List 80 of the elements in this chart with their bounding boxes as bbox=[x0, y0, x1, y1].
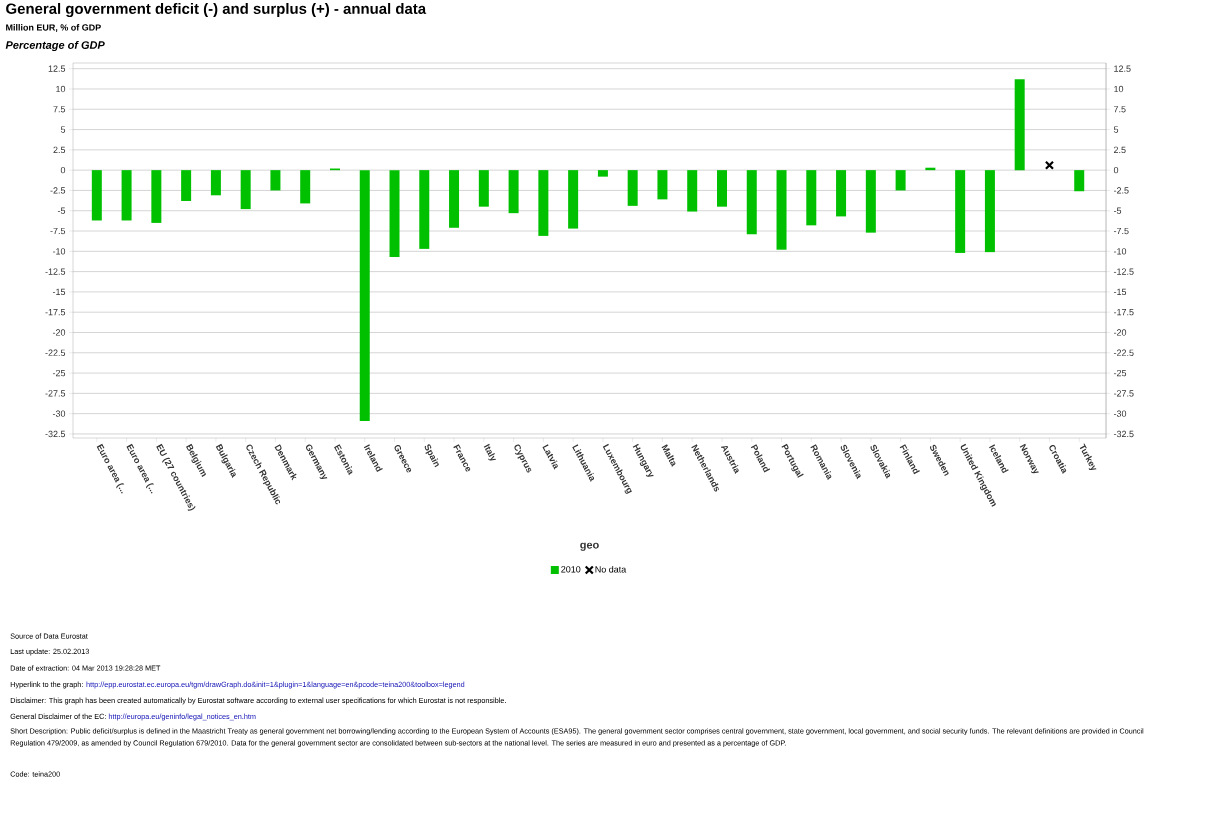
y2-tick-label: 10 bbox=[1114, 85, 1124, 93]
legend-label: No data bbox=[595, 566, 627, 573]
bar bbox=[91, 170, 102, 221]
y2-tick-label: -27.5 bbox=[1113, 390, 1134, 397]
bar bbox=[627, 170, 638, 206]
y-tick-label: -5 bbox=[57, 207, 66, 214]
chart-title: General government deficit (-) and surplus (+) - annual data bbox=[6, 3, 427, 17]
bar bbox=[806, 170, 817, 226]
y-tick-label: 0 bbox=[60, 166, 66, 174]
y2-tick-label: -30 bbox=[1113, 410, 1127, 417]
y2-tick-label: 5 bbox=[1113, 126, 1119, 133]
y-tick-label: -25 bbox=[52, 369, 66, 377]
bar bbox=[746, 170, 757, 235]
y2-tick-label: -32.5 bbox=[1113, 430, 1134, 438]
y-tick-label: -27.5 bbox=[45, 390, 66, 397]
y2-tick-label: -22.5 bbox=[1113, 349, 1134, 356]
bar bbox=[359, 170, 370, 421]
y-tick-label: -12.5 bbox=[45, 268, 66, 275]
bar bbox=[300, 170, 311, 204]
y2-tick-label: -2.5 bbox=[1113, 187, 1129, 194]
y2-tick-label: -15 bbox=[1113, 288, 1127, 296]
y2-tick-label: 12.5 bbox=[1114, 65, 1131, 72]
y2-tick-label: -17.5 bbox=[1113, 309, 1134, 316]
x-tick-label: Malta bbox=[661, 444, 676, 467]
y2-tick-label: -10 bbox=[1113, 248, 1127, 255]
y2-tick-label: -7.5 bbox=[1113, 227, 1129, 235]
x-tick-label: Italy bbox=[483, 443, 497, 461]
bar bbox=[716, 170, 727, 207]
bar bbox=[657, 170, 668, 200]
y-tick-label: -7.5 bbox=[50, 227, 66, 235]
y-tick-label: 5 bbox=[60, 126, 66, 133]
bar bbox=[508, 170, 519, 214]
bar bbox=[181, 170, 192, 201]
y2-tick-label: -25 bbox=[1113, 369, 1127, 377]
x-tick-label: Euro area (... bbox=[96, 443, 125, 494]
chart-subtitle: Million EUR, % of GDP bbox=[6, 24, 101, 32]
y-tick-label: -30 bbox=[52, 410, 66, 417]
bar bbox=[240, 170, 251, 210]
bar bbox=[538, 170, 549, 236]
bar bbox=[895, 170, 906, 191]
bar bbox=[478, 170, 489, 207]
y2-tick-label: -12.5 bbox=[1113, 268, 1134, 275]
y2-tick-label: 7.5 bbox=[1113, 106, 1126, 113]
y-tick-label: -32.5 bbox=[45, 430, 66, 438]
bar bbox=[1014, 79, 1025, 171]
bar bbox=[776, 170, 787, 250]
bar bbox=[210, 170, 221, 196]
y-tick-label: -2.5 bbox=[50, 187, 66, 194]
y-tick-label: 2.5 bbox=[53, 146, 66, 154]
y-tick-label: 10 bbox=[56, 85, 66, 93]
bar bbox=[836, 170, 847, 217]
y2-tick-label: 0 bbox=[1113, 166, 1119, 174]
bar bbox=[597, 170, 608, 177]
y2-tick-label: 2.5 bbox=[1113, 146, 1126, 154]
y2-tick-label: -5 bbox=[1113, 207, 1122, 214]
y-tick-label: -17.5 bbox=[45, 309, 66, 316]
y-tick-label: 7.5 bbox=[53, 106, 66, 113]
bar bbox=[270, 170, 281, 191]
y-tick-label: -20 bbox=[52, 329, 66, 336]
y-tick-label: -15 bbox=[52, 288, 66, 296]
bar bbox=[687, 170, 698, 212]
x-tick-label: Spain bbox=[424, 444, 439, 468]
bar bbox=[419, 170, 430, 249]
x-tick-label: Euro area (... bbox=[126, 443, 154, 494]
bar bbox=[955, 170, 966, 253]
bar bbox=[984, 170, 995, 253]
bar bbox=[151, 170, 162, 223]
bar bbox=[121, 170, 132, 221]
legend-label: 2010 bbox=[561, 566, 581, 573]
bar bbox=[389, 170, 400, 257]
y-tick-label: 12.5 bbox=[48, 65, 66, 72]
bar bbox=[568, 170, 579, 229]
y-axis-title: Percentage of GDP bbox=[5, 40, 105, 52]
y2-tick-label: -20 bbox=[1113, 329, 1127, 336]
bar bbox=[449, 170, 460, 228]
bar bbox=[865, 170, 876, 233]
bar bbox=[1074, 170, 1085, 192]
y-tick-label: -22.5 bbox=[45, 349, 66, 356]
x-axis-title: geo bbox=[580, 542, 599, 551]
y-tick-label: -10 bbox=[52, 248, 66, 255]
